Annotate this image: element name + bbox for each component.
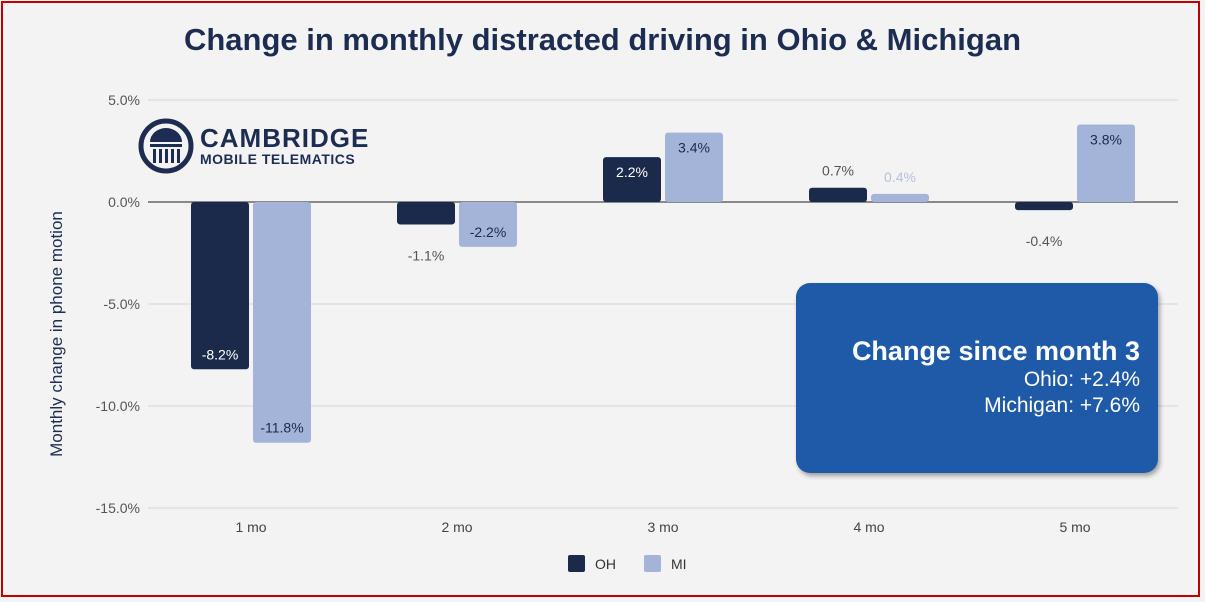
legend-label-oh: OH xyxy=(595,555,616,572)
legend-label-mi: MI xyxy=(671,555,687,572)
data-label-oh: 0.7% xyxy=(822,163,854,179)
x-tick-label: 4 mo xyxy=(853,519,884,535)
data-label-oh: -1.1% xyxy=(408,247,445,263)
callout-ohio: Ohio: +2.4% xyxy=(1023,368,1140,391)
logo-line2: MOBILE TELEMATICS xyxy=(200,151,356,167)
bar-oh xyxy=(397,202,455,225)
legend: OH MI xyxy=(568,555,687,572)
data-label-mi: -2.2% xyxy=(470,224,507,240)
logo-line1: CAMBRIDGE xyxy=(200,123,370,153)
change-callout: Change since month 3 Ohio: +2.4% Michiga… xyxy=(796,283,1158,473)
x-tick-label: 1 mo xyxy=(235,519,266,535)
data-label-mi: 3.4% xyxy=(678,140,710,156)
y-tick-label: -5.0% xyxy=(103,296,140,312)
y-tick-label: 5.0% xyxy=(108,92,140,108)
data-label-mi: -11.8% xyxy=(260,420,303,436)
data-label-oh: -8.2% xyxy=(202,346,239,362)
data-label-mi: 0.4% xyxy=(884,169,916,185)
x-tick-label: 3 mo xyxy=(647,519,678,535)
bar-mi xyxy=(1077,124,1135,202)
x-tick-label: 5 mo xyxy=(1059,519,1090,535)
chart-title: Change in monthly distracted driving in … xyxy=(183,22,1022,57)
bar-mi xyxy=(665,132,723,202)
legend-swatch-mi xyxy=(644,555,661,572)
y-axis-label: Monthly change in phone motion xyxy=(47,211,66,457)
y-tick-label: -10.0% xyxy=(96,398,140,414)
data-label-mi: 3.8% xyxy=(1090,131,1122,147)
cambridge-logo: CAMBRIDGE MOBILE TELEMATICS xyxy=(138,118,369,174)
y-tick-label: -15.0% xyxy=(96,500,140,516)
bar-oh xyxy=(809,187,867,202)
bar-oh xyxy=(1015,202,1073,211)
callout-michigan: Michigan: +7.6% xyxy=(984,394,1140,417)
bar-mi xyxy=(253,202,311,443)
bar-mi xyxy=(871,193,929,202)
bar-oh xyxy=(603,157,661,202)
data-label-oh: -0.4% xyxy=(1026,233,1063,249)
y-tick-label: 0.0% xyxy=(108,194,140,210)
bar-mi xyxy=(459,202,517,247)
callout-heading: Change since month 3 xyxy=(851,336,1140,366)
bar-oh xyxy=(191,202,249,370)
data-label-oh: 2.2% xyxy=(616,164,648,180)
x-tick-label: 2 mo xyxy=(441,519,472,535)
legend-swatch-oh xyxy=(568,555,585,572)
columns-logo-icon xyxy=(138,118,194,174)
